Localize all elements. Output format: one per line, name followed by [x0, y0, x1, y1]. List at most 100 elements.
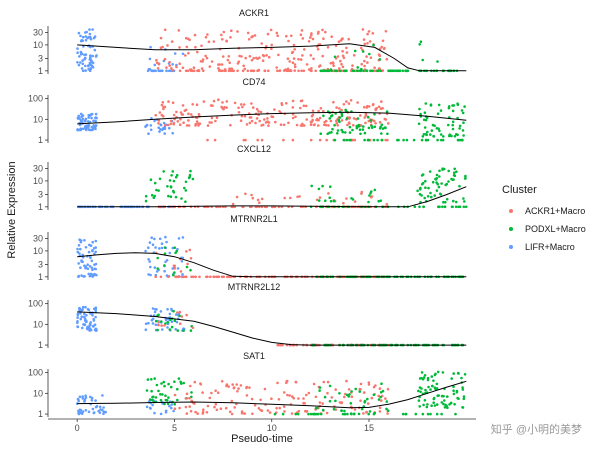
data-point	[147, 246, 150, 249]
trend-line	[77, 311, 467, 346]
data-point	[285, 381, 288, 385]
data-point	[156, 314, 159, 317]
data-point	[386, 387, 390, 391]
data-point	[166, 123, 170, 127]
data-point	[164, 235, 167, 239]
data-point	[276, 381, 279, 385]
data-point	[349, 99, 353, 102]
data-point	[429, 133, 432, 136]
data-point	[206, 404, 210, 408]
data-point	[183, 186, 186, 190]
data-point	[81, 253, 84, 257]
data-point	[161, 101, 165, 104]
y-tick-label: 30	[33, 234, 43, 244]
data-point	[159, 69, 162, 73]
data-point	[153, 266, 157, 269]
data-point	[189, 329, 193, 332]
data-point	[439, 133, 443, 136]
trend-line	[77, 186, 467, 208]
data-point	[321, 408, 325, 412]
data-point	[328, 384, 332, 388]
data-point	[329, 185, 332, 188]
data-point	[176, 398, 179, 402]
data-point	[76, 250, 80, 254]
data-point	[84, 64, 87, 68]
data-point	[225, 39, 228, 43]
data-point	[429, 388, 432, 391]
data-point	[80, 38, 83, 42]
data-point	[366, 61, 369, 64]
data-point	[162, 121, 166, 125]
data-point	[462, 134, 465, 137]
data-point	[338, 69, 342, 73]
data-point	[243, 412, 246, 415]
data-point	[83, 119, 87, 123]
data-point	[266, 32, 270, 36]
data-point	[175, 320, 179, 324]
data-point	[365, 55, 368, 58]
data-point	[464, 205, 468, 209]
data-point	[81, 127, 85, 131]
data-point	[434, 372, 437, 376]
data-point	[232, 386, 236, 390]
data-point	[153, 181, 157, 185]
data-point	[314, 69, 318, 73]
data-point	[87, 272, 90, 276]
data-point	[451, 120, 455, 124]
data-point	[360, 407, 364, 411]
data-point	[206, 138, 209, 142]
data-point	[237, 111, 241, 114]
data-point	[318, 138, 322, 142]
data-point	[76, 316, 79, 319]
data-point	[402, 138, 405, 142]
data-point	[199, 383, 203, 386]
data-point	[184, 189, 188, 192]
data-point	[181, 52, 185, 56]
data-point	[359, 132, 362, 136]
data-point	[310, 34, 313, 37]
data-point	[441, 371, 445, 374]
data-point	[324, 123, 328, 127]
data-point	[255, 107, 259, 111]
data-point	[94, 112, 98, 116]
data-point	[373, 119, 376, 123]
data-point	[362, 38, 366, 41]
data-point	[164, 409, 168, 413]
data-point	[204, 35, 208, 39]
data-point	[178, 46, 181, 49]
data-point	[422, 403, 425, 407]
data-point	[358, 128, 362, 131]
data-point	[263, 118, 266, 121]
data-point	[180, 275, 183, 279]
data-point	[169, 385, 173, 389]
data-point	[87, 116, 90, 119]
data-point	[447, 123, 450, 127]
data-point	[289, 196, 292, 200]
points	[76, 98, 466, 142]
data-point	[431, 180, 435, 184]
data-point	[315, 198, 319, 202]
data-point	[224, 406, 228, 410]
data-point	[251, 412, 254, 416]
data-point	[325, 411, 329, 415]
data-point	[196, 412, 199, 415]
data-point	[151, 243, 155, 246]
data-point	[352, 123, 355, 127]
data-point	[381, 107, 384, 110]
data-point	[353, 138, 357, 142]
data-point	[194, 275, 197, 279]
data-point	[436, 394, 440, 398]
data-point	[367, 383, 371, 386]
data-point	[445, 182, 449, 186]
points	[75, 370, 467, 416]
data-point	[169, 318, 172, 322]
data-point	[287, 39, 290, 43]
data-point	[77, 244, 81, 247]
data-point	[282, 123, 286, 127]
data-point	[332, 62, 335, 65]
data-point	[89, 37, 93, 41]
data-point	[451, 127, 455, 131]
data-point	[81, 35, 85, 39]
data-point	[379, 395, 382, 399]
trend-line	[77, 252, 467, 278]
